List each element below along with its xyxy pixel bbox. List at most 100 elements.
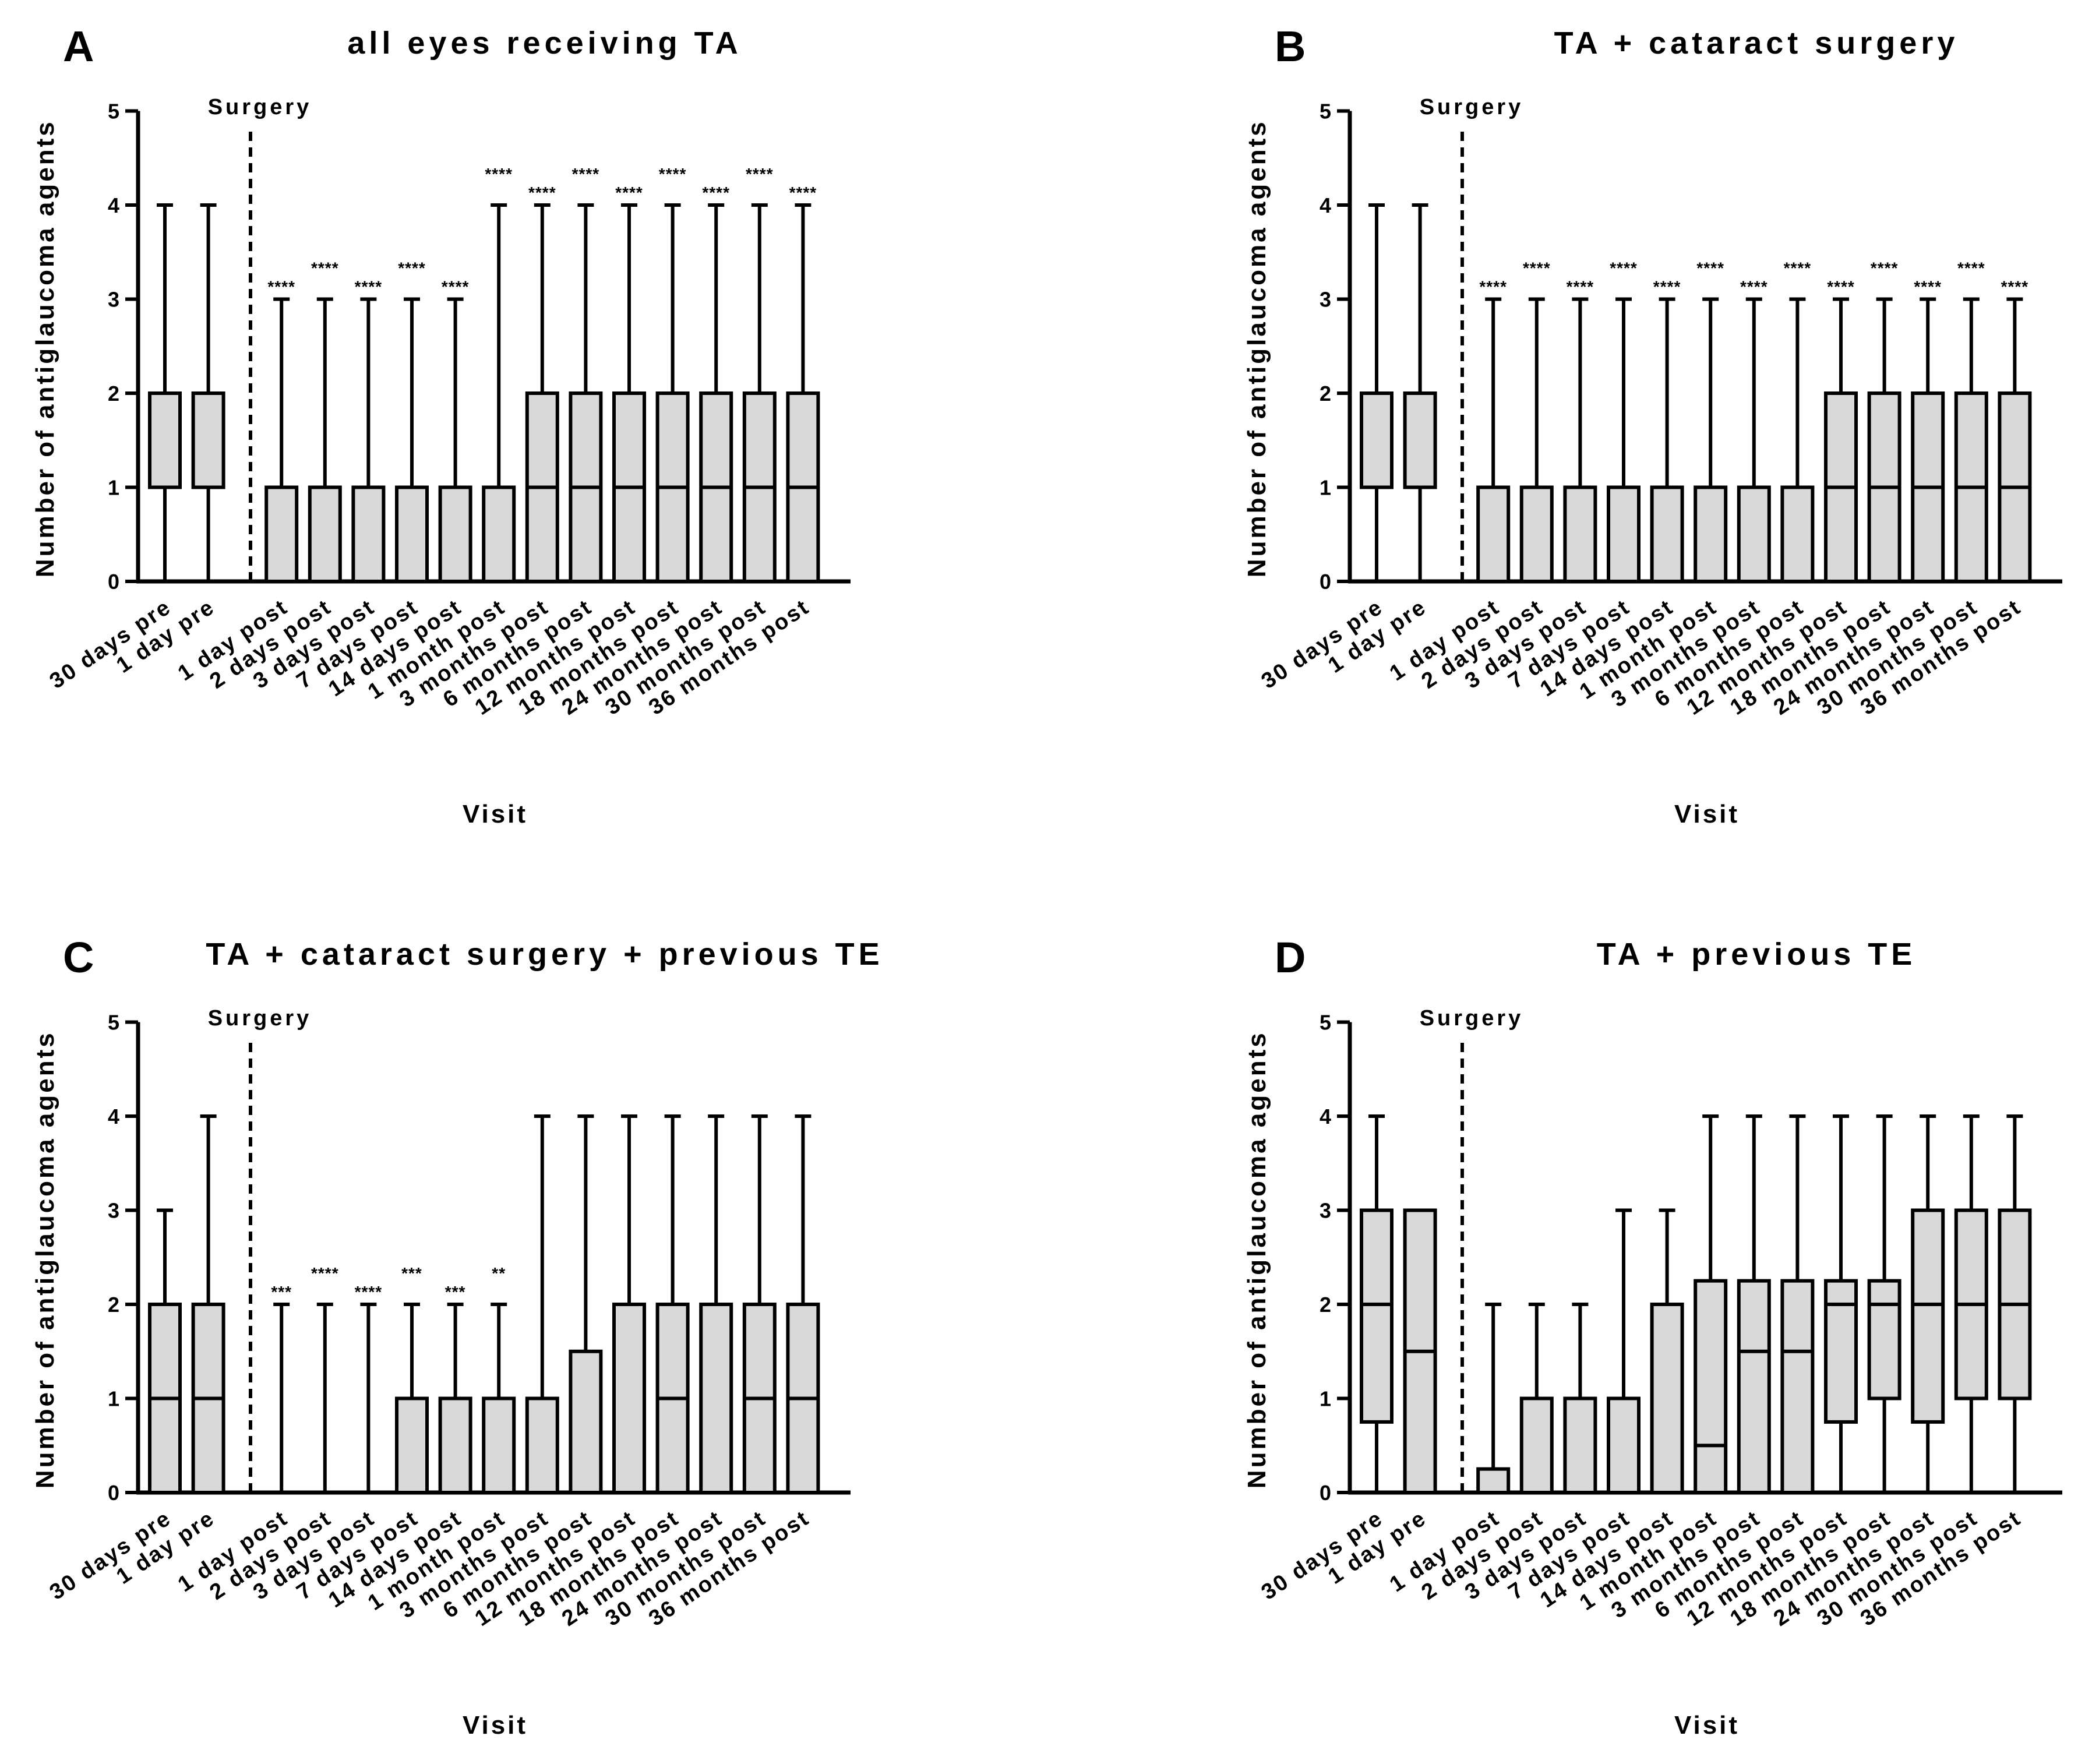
box-plot: ** — [482, 1264, 516, 1494]
iqr-box — [1780, 485, 1815, 583]
iqr-box — [1650, 1303, 1684, 1494]
iqr-box — [395, 485, 429, 583]
significance-label: *** — [445, 1283, 466, 1301]
y-tick-label: 0 — [1320, 1481, 1331, 1505]
panel-letter: C — [63, 933, 94, 982]
panel-title: TA + cataract surgery + previous TE — [206, 937, 883, 972]
box-plot: **** — [1563, 278, 1597, 583]
y-tick-label: 5 — [108, 100, 119, 124]
y-tick-label: 3 — [1320, 1199, 1331, 1223]
y-axis-label: Number of antiglaucoma agents — [1243, 1031, 1271, 1488]
y-tick-label: 4 — [1320, 1105, 1331, 1128]
box-plot: **** — [1780, 259, 1815, 583]
significance-label: *** — [401, 1264, 422, 1282]
iqr-box — [1607, 485, 1641, 583]
y-tick-label: 0 — [108, 570, 119, 594]
box-plot: **** — [482, 165, 516, 583]
box-plot — [1403, 1208, 1437, 1494]
box-plot — [1360, 1114, 1393, 1493]
box-plot — [1824, 1114, 1858, 1493]
box-plot: **** — [786, 184, 820, 583]
iqr-box — [612, 1303, 646, 1494]
box-plot — [1360, 203, 1393, 581]
box-plot: **** — [311, 1264, 338, 1493]
y-tick-label: 4 — [108, 193, 119, 217]
box-plot: **** — [525, 184, 559, 583]
panel-title: TA + previous TE — [1597, 937, 1917, 972]
significance-label: **** — [1610, 259, 1638, 277]
iqr-box — [699, 1303, 733, 1494]
iqr-box — [1911, 1208, 1945, 1424]
iqr-box — [1360, 1208, 1393, 1424]
iqr-box — [525, 1396, 559, 1494]
box-plot — [786, 1114, 820, 1494]
iqr-box — [1563, 485, 1597, 583]
iqr-box — [482, 485, 516, 583]
box-plot: **** — [1824, 278, 1858, 583]
significance-label: **** — [789, 184, 817, 202]
significance-label: **** — [1871, 259, 1899, 277]
box-plot — [742, 1114, 777, 1494]
y-tick-label: 0 — [1320, 570, 1331, 594]
significance-label: **** — [398, 259, 426, 277]
iqr-box — [191, 391, 225, 489]
significance-label: **** — [311, 259, 339, 277]
box-plot: **** — [742, 165, 777, 583]
x-axis-label: Visit — [463, 1711, 528, 1740]
x-axis-label: Visit — [1674, 1711, 1740, 1740]
box-plot: **** — [351, 278, 386, 583]
iqr-box — [1694, 485, 1728, 583]
box-plot — [148, 203, 182, 581]
box-plot: **** — [395, 259, 429, 583]
significance-label: **** — [1784, 259, 1812, 277]
box-plot — [1650, 1208, 1684, 1494]
box-plot — [655, 1114, 690, 1494]
iqr-box — [395, 1396, 429, 1494]
significance-label: **** — [659, 165, 687, 183]
significance-label: **** — [572, 165, 600, 183]
significance-label: **** — [1523, 259, 1551, 277]
significance-label: **** — [1696, 259, 1724, 277]
significance-label: **** — [2001, 278, 2029, 296]
iqr-box — [1867, 1279, 1901, 1400]
box-plot: **** — [1519, 259, 1554, 583]
significance-label: **** — [442, 278, 470, 296]
iqr-box — [1607, 1396, 1641, 1494]
iqr-box — [438, 485, 472, 583]
y-tick-label: 3 — [108, 288, 119, 312]
significance-label: **** — [355, 278, 383, 296]
y-axis-label: Number of antiglaucoma agents — [1243, 119, 1271, 577]
surgery-marker-label: Surgery — [208, 95, 312, 119]
significance-label: **** — [1653, 278, 1681, 296]
iqr-box — [1780, 1279, 1815, 1494]
iqr-box — [308, 485, 342, 583]
significance-label: **** — [1827, 278, 1855, 296]
box-plot — [1607, 1208, 1641, 1494]
iqr-box — [1737, 1279, 1771, 1494]
box-plot — [1737, 1114, 1771, 1494]
box-plot — [1867, 1114, 1901, 1493]
box-plot — [525, 1114, 559, 1494]
y-tick-label: 2 — [108, 1293, 119, 1317]
box-plot — [1780, 1114, 1815, 1494]
iqr-box — [1650, 485, 1684, 583]
box-plot: **** — [438, 278, 472, 583]
y-tick-label: 2 — [1320, 1293, 1331, 1317]
iqr-box — [569, 1349, 603, 1494]
iqr-box — [148, 391, 182, 489]
iqr-box — [351, 485, 386, 583]
panel-b: B TA + cataract surgery Number of antiglau… — [1243, 22, 2062, 828]
iqr-box — [264, 485, 299, 583]
box-plot — [191, 1114, 225, 1494]
box-plot — [1694, 1114, 1728, 1494]
significance-label: *** — [271, 1283, 292, 1301]
significance-label: **** — [528, 184, 556, 202]
iqr-box — [1824, 1279, 1858, 1424]
y-tick-label: 3 — [1320, 288, 1331, 312]
significance-label: **** — [485, 165, 513, 183]
panel-title: TA + cataract surgery — [1554, 26, 1959, 61]
box-plot: **** — [655, 165, 690, 583]
box-plot: **** — [612, 184, 646, 583]
